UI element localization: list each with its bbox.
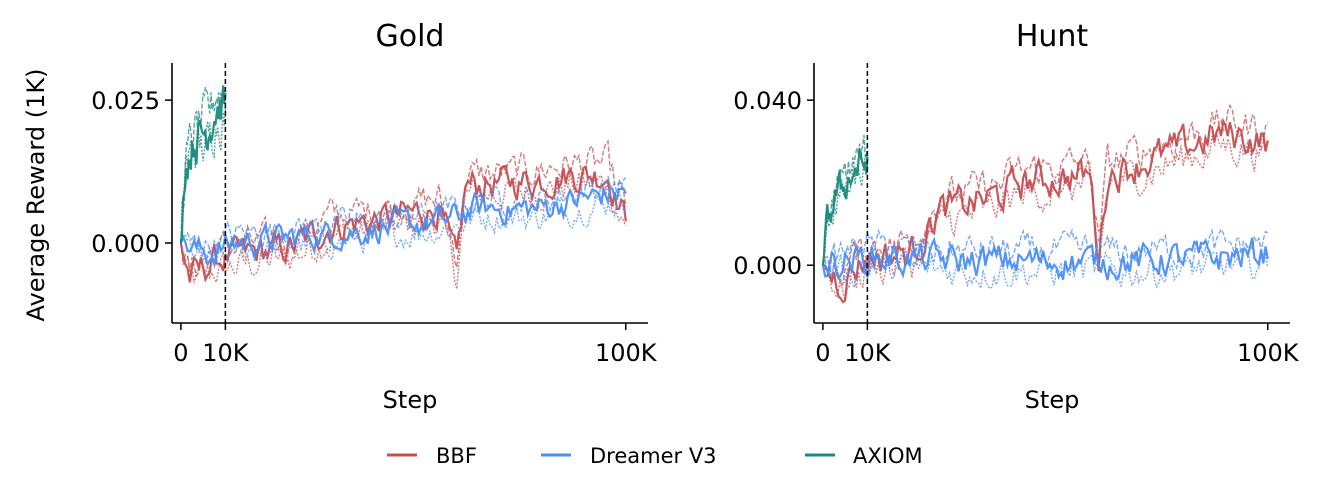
series-line-bbf-hunt-run-3 xyxy=(822,103,1269,287)
series-line-bbf-hunt-run-2 xyxy=(822,117,1269,304)
x-tick-label-hunt: 100K xyxy=(1237,339,1300,367)
x-axis-label-gold: Step xyxy=(383,386,438,414)
legend-label-axiom: AXIOM xyxy=(853,444,923,468)
y-tick-label-gold: 0.025 xyxy=(91,87,160,115)
x-tick-label-hunt: 10K xyxy=(844,339,892,367)
x-axis-label-hunt: Step xyxy=(1025,386,1080,414)
x-tick-label-gold: 0 xyxy=(173,339,188,367)
y-tick-label-gold: 0.000 xyxy=(91,230,160,258)
chart-panel-hunt: Hunt 0 10K 100K 0.000 0.040 Step xyxy=(733,19,1300,414)
chart-title-gold: Gold xyxy=(376,19,445,54)
series-line-dreamer-v3-hunt-run-2 xyxy=(821,236,1269,282)
legend: BBF Dreamer V3 AXIOM xyxy=(387,444,923,468)
series-line-axiom-gold-run-2 xyxy=(179,85,227,244)
legend-item-axiom: AXIOM xyxy=(805,444,923,468)
x-ticks-hunt: 0 10K 100K xyxy=(815,323,1300,367)
chart-panel-gold: Gold 0 10K 100K 0.000 0.025 Step xyxy=(91,19,658,414)
chart-title-hunt: Hunt xyxy=(1016,19,1089,54)
series-line-dreamer-v3-gold-run-2 xyxy=(179,186,627,269)
series-line-dreamer-v3-gold-run-3 xyxy=(180,176,627,259)
legend-label-bbf: BBF xyxy=(436,444,477,468)
series-line-axiom-hunt-run-3 xyxy=(822,134,869,266)
y-ticks-hunt: 0.000 0.040 xyxy=(733,87,814,280)
x-tick-label-gold: 10K xyxy=(202,339,250,367)
legend-item-dreamer-v3: Dreamer V3 xyxy=(541,444,717,468)
shared-y-axis-label: Average Reward (1K) xyxy=(22,69,50,322)
x-tick-label-hunt: 0 xyxy=(815,339,830,367)
x-ticks-gold: 0 10K 100K xyxy=(173,323,658,367)
legend-label-dreamer-v3: Dreamer V3 xyxy=(590,444,717,468)
series-line-axiom-gold-run-3 xyxy=(180,86,227,244)
series-line-dreamer-v3-hunt-run-3 xyxy=(822,227,1269,278)
series-line-axiom-gold-run-1 xyxy=(180,108,227,244)
y-ticks-gold: 0.000 0.025 xyxy=(91,87,172,258)
plot-area-gold xyxy=(179,85,627,290)
series-line-bbf-hunt-run-1 xyxy=(822,131,1269,301)
x-tick-label-gold: 100K xyxy=(595,339,658,367)
y-tick-label-hunt: 0.000 xyxy=(733,252,802,280)
plot-area-hunt xyxy=(821,103,1269,304)
series-line-dreamer-v3-hunt-run-1 xyxy=(822,242,1269,292)
legend-item-bbf: BBF xyxy=(387,444,477,468)
series-line-dreamer-v3-gold-run-1 xyxy=(180,192,627,265)
y-tick-label-hunt: 0.040 xyxy=(733,87,802,115)
